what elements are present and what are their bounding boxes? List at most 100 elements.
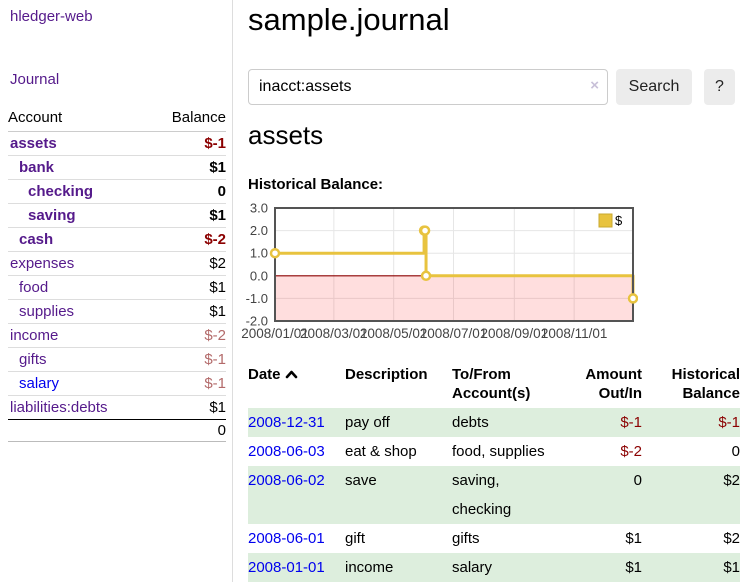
account-name-cell: saving	[8, 202, 150, 227]
account-row: assets $-1	[8, 131, 226, 155]
account-balance: $1	[149, 154, 226, 179]
x-tick-label: 2008/11/01	[541, 326, 608, 341]
app-title-link[interactable]: hledger-web	[10, 8, 93, 25]
account-link-bank[interactable]: bank	[19, 158, 55, 176]
register-date-cell: 2008-06-02	[248, 466, 345, 524]
y-tick-label: 1.0	[250, 246, 268, 261]
date-link[interactable]: 2008-06-01	[248, 530, 325, 547]
date-link[interactable]: 2008-06-02	[248, 472, 325, 489]
account-name-cell: expenses	[8, 250, 150, 275]
account-row: income $-2	[8, 322, 226, 347]
account-link-gifts[interactable]: gifts	[19, 350, 47, 368]
search-button[interactable]: Search	[616, 69, 692, 105]
account-row: gifts $-1	[8, 346, 226, 371]
account-balance: $2	[149, 250, 226, 275]
x-tick-label: 2008/03/01	[300, 326, 368, 341]
y-tick-label: 0.0	[250, 268, 268, 283]
header-line: Out/In	[598, 385, 642, 402]
account-link-saving[interactable]: saving	[28, 206, 76, 224]
account-balance: $-1	[204, 134, 226, 152]
register-description-cell: save	[345, 472, 377, 489]
account-row: expenses $2	[8, 250, 226, 275]
header-line: Amount	[585, 366, 642, 383]
account-row: food $1	[8, 274, 226, 299]
x-tick-label: 2008/07/01	[420, 326, 488, 341]
accounts-line: food, supplies	[452, 443, 545, 460]
account-link-salary[interactable]: salary	[19, 374, 60, 392]
page-title: sample.journal	[248, 2, 450, 37]
accounts-table: Account Balance assets $-1 bank $1 checking 0…	[8, 105, 226, 442]
register-table: Date Description To/From Account(s) Amount Ou…	[248, 360, 740, 582]
register-row: 2008-06-02 save saving, checking 0 $2	[248, 466, 740, 524]
account-name-cell: checking	[8, 178, 150, 203]
register-date-cell: 2008-06-01	[248, 524, 345, 553]
account-link-supplies[interactable]: supplies	[19, 302, 75, 320]
y-tick-label: 2.0	[250, 223, 268, 238]
register-header-row: Date Description To/From Account(s) Amount Ou…	[248, 360, 740, 408]
search-input-wrap: ×	[248, 69, 608, 105]
account-link-cash[interactable]: cash	[19, 230, 54, 248]
date-link[interactable]: 2008-12-31	[248, 414, 325, 431]
header-line: To/From	[452, 366, 511, 383]
account-link-assets[interactable]: assets	[10, 134, 57, 152]
y-tick-label: -1.0	[246, 291, 268, 306]
register-accounts-cell: food, supplies	[452, 437, 562, 466]
x-tick-label: 2008/05/01	[360, 326, 428, 341]
register-amount-cell: $1	[625, 530, 642, 547]
account-balance: $-2	[149, 322, 226, 347]
accounts-line: saving,	[452, 472, 500, 489]
register-description-cell: income	[345, 559, 394, 576]
account-row: bank $1	[8, 154, 226, 179]
date-link[interactable]: 2008-06-03	[248, 443, 325, 460]
account-link-food[interactable]: food	[19, 278, 49, 296]
account-row: liabilities:debts $1	[8, 394, 226, 419]
register-amount-cell: $1	[625, 559, 642, 576]
account-link-income[interactable]: income	[10, 326, 59, 344]
account-row: salary $-1	[8, 370, 226, 395]
accounts-line: gifts	[452, 530, 480, 547]
register-date-cell: 2008-12-31	[248, 408, 345, 437]
header-label: Date	[248, 366, 281, 383]
account-link-checking[interactable]: checking	[28, 182, 94, 200]
account-balance: $-1	[149, 370, 226, 395]
register-balance-cell: $2	[723, 530, 740, 547]
account-row: saving $1	[8, 202, 226, 227]
register-accounts-cell: salary	[452, 553, 562, 582]
accounts-total-value: 0	[149, 418, 226, 442]
register-balance-cell: 0	[731, 443, 740, 460]
historical-balance-chart: $3.0 2.0 1.0 0.0 -1.0 -2.0 2008/01/01 2008/03/0…	[238, 201, 639, 345]
accounts-header-row: Account Balance	[8, 105, 226, 132]
register-col-header: Description	[345, 360, 452, 408]
register-col-header: Historical Balance	[642, 360, 740, 408]
search-input[interactable]	[248, 69, 608, 105]
search-bar: × Search ?	[248, 69, 742, 106]
account-name-cell: food	[8, 274, 150, 299]
chart-title: Historical Balance:	[248, 176, 384, 193]
account-balance: $1	[149, 298, 226, 323]
account-row: supplies $1	[8, 298, 226, 323]
accounts-line: checking	[452, 501, 512, 518]
register-col-header[interactable]: Date	[248, 360, 345, 408]
main-content: sample.journal × Search ? assets Histori…	[241, 0, 742, 582]
help-button[interactable]: ?	[704, 69, 735, 105]
chart-legend: $	[596, 211, 630, 230]
accounts-total-spacer	[8, 418, 150, 442]
date-link[interactable]: 2008-01-01	[248, 559, 325, 576]
search-clear-icon[interactable]: ×	[590, 77, 599, 94]
register-col-header: To/From Account(s)	[452, 360, 562, 408]
account-name-cell: cash	[8, 226, 150, 251]
register-amount-cell: 0	[633, 472, 642, 489]
account-name-cell: income	[8, 322, 150, 347]
svg-text:$: $	[615, 213, 623, 228]
account-name-cell: salary	[8, 370, 150, 395]
header-line: Description	[345, 366, 428, 383]
sort-ascending-icon	[285, 366, 298, 385]
sidebar: hledger-web Journal Account Balance asse…	[0, 0, 233, 582]
sidebar-item-journal[interactable]: Journal	[10, 71, 60, 88]
register-date-cell: 2008-01-01	[248, 553, 345, 582]
account-link-liabilities-debts[interactable]: liabilities:debts	[10, 398, 108, 416]
register-row: 2008-01-01 income salary $1 $1	[248, 553, 740, 582]
account-link-expenses[interactable]: expenses	[10, 254, 75, 272]
account-balance: 0	[149, 178, 226, 203]
header-line: Balance	[682, 385, 740, 402]
